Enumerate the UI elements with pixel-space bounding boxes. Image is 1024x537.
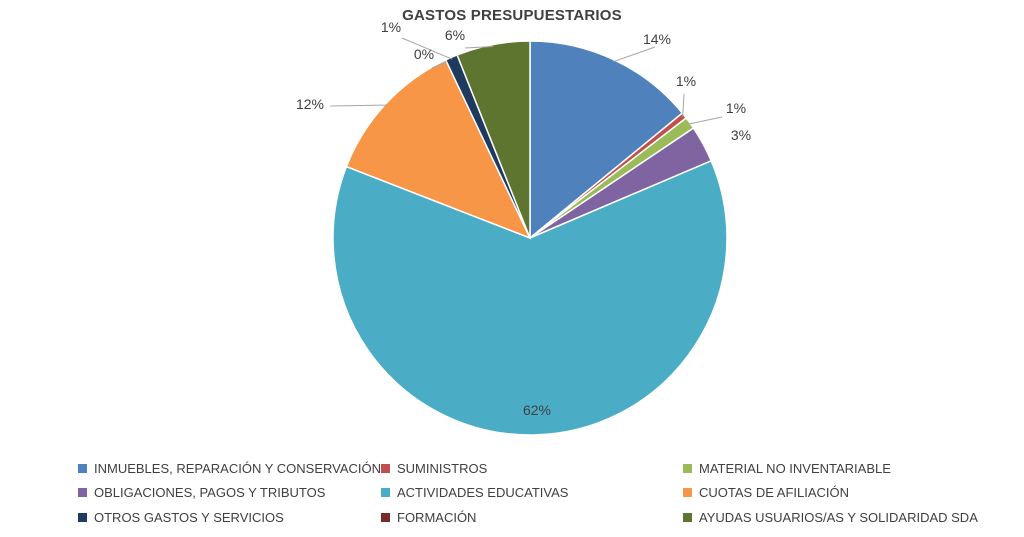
legend-swatch-inmuebles-reparacion-y-conservacion: [78, 464, 87, 473]
legend-item-formacion: FORMACIÓN: [381, 510, 476, 525]
leader-line-formacion: [431, 61, 447, 69]
legend-swatch-obligaciones-pagos-y-tributos: [78, 488, 87, 497]
legend-swatch-formacion: [381, 513, 390, 522]
legend-label-inmuebles-reparacion-y-conservacion: INMUEBLES, REPARACIÓN Y CONSERVACIÓN: [94, 461, 382, 476]
leader-line-inmuebles-reparacion-y-conservacion: [613, 46, 656, 63]
legend-item-suministros: SUMINISTROS: [381, 461, 487, 476]
legend-label-cuotas-de-afiliacion: CUOTAS DE AFILIACIÓN: [699, 485, 850, 500]
legend-swatch-otros-gastos-y-servicios: [78, 513, 87, 522]
legend-label-suministros: SUMINISTROS: [397, 461, 488, 476]
leader-line-ayudas-usuarios-as-y-solidaridad-sda: [464, 46, 494, 49]
data-label-suministros: 1%: [676, 73, 696, 89]
leader-lines: [329, 37, 723, 125]
legend-item-obligaciones-pagos-y-tributos: OBLIGACIONES, PAGOS Y TRIBUTOS: [78, 485, 325, 500]
data-label-actividades-educativas: 62%: [523, 402, 551, 418]
pie-slice-ayudas-usuarios-as-y-solidaridad-sda: [456, 40, 531, 239]
pie-slice-inmuebles-reparacion-y-conservacion: [529, 40, 684, 240]
leader-line-material-no-inventariable: [688, 116, 723, 125]
legend-item-otros-gastos-y-servicios: OTROS GASTOS Y SERVICIOS: [78, 510, 284, 525]
pie-slice-cuotas-de-afiliacion: [345, 58, 532, 240]
legend-label-obligaciones-pagos-y-tributos: OBLIGACIONES, PAGOS Y TRIBUTOS: [94, 485, 326, 500]
legend-label-otros-gastos-y-servicios: OTROS GASTOS Y SERVICIOS: [94, 510, 284, 525]
legend-label-ayudas-usuarios-as-y-solidaridad-sda: AYUDAS USUARIOS/AS Y SOLIDARIDAD SDA: [699, 510, 978, 525]
legend-swatch-suministros: [381, 464, 390, 473]
pie-slice-actividades-educativas: [332, 159, 728, 436]
legend-label-actividades-educativas: ACTIVIDADES EDUCATIVAS: [397, 485, 569, 500]
data-label-cuotas-de-afiliacion: 12%: [296, 96, 324, 112]
data-label-otros-gastos-y-servicios: 1%: [381, 19, 401, 35]
legend-item-cuotas-de-afiliacion: CUOTAS DE AFILIACIÓN: [683, 485, 849, 500]
data-label-ayudas-usuarios-as-y-solidaridad-sda: 6%: [445, 27, 465, 43]
leader-line-cuotas-de-afiliacion: [329, 104, 388, 107]
data-labels: 14% 1% 1% 3% 62% 12% 0% 1% 6%: [296, 19, 751, 418]
legend-swatch-actividades-educativas: [381, 488, 390, 497]
legend-swatch-cuotas-de-afiliacion: [683, 488, 692, 497]
legend-label-formacion: FORMACIÓN: [397, 510, 477, 525]
legend-item-material-no-inventariable: MATERIAL NO INVENTARIABLE: [683, 461, 891, 476]
legend-swatch-material-no-inventariable: [683, 464, 692, 473]
legend-item-inmuebles-reparacion-y-conservacion: INMUEBLES, REPARACIÓN Y CONSERVACIÓN: [78, 461, 381, 476]
leader-line-otros-gastos-y-servicios: [401, 37, 453, 60]
legend-item-ayudas-usuarios-as-y-solidaridad-sda: AYUDAS USUARIOS/AS Y SOLIDARIDAD SDA: [683, 510, 978, 525]
data-label-inmuebles-reparacion-y-conservacion: 14%: [643, 31, 671, 47]
legend-item-actividades-educativas: ACTIVIDADES EDUCATIVAS: [381, 485, 568, 500]
data-label-formacion: 0%: [414, 46, 434, 62]
leader-line-suministros: [682, 93, 685, 117]
data-label-obligaciones-pagos-y-tributos: 3%: [731, 127, 751, 143]
legend-swatch-ayudas-usuarios-as-y-solidaridad-sda: [683, 513, 692, 522]
chart-title: GASTOS PRESUPUESTARIOS: [402, 7, 622, 24]
pie-slices: [332, 40, 728, 436]
legend-label-material-no-inventariable: MATERIAL NO INVENTARIABLE: [699, 461, 891, 476]
data-label-material-no-inventariable: 1%: [726, 100, 746, 116]
